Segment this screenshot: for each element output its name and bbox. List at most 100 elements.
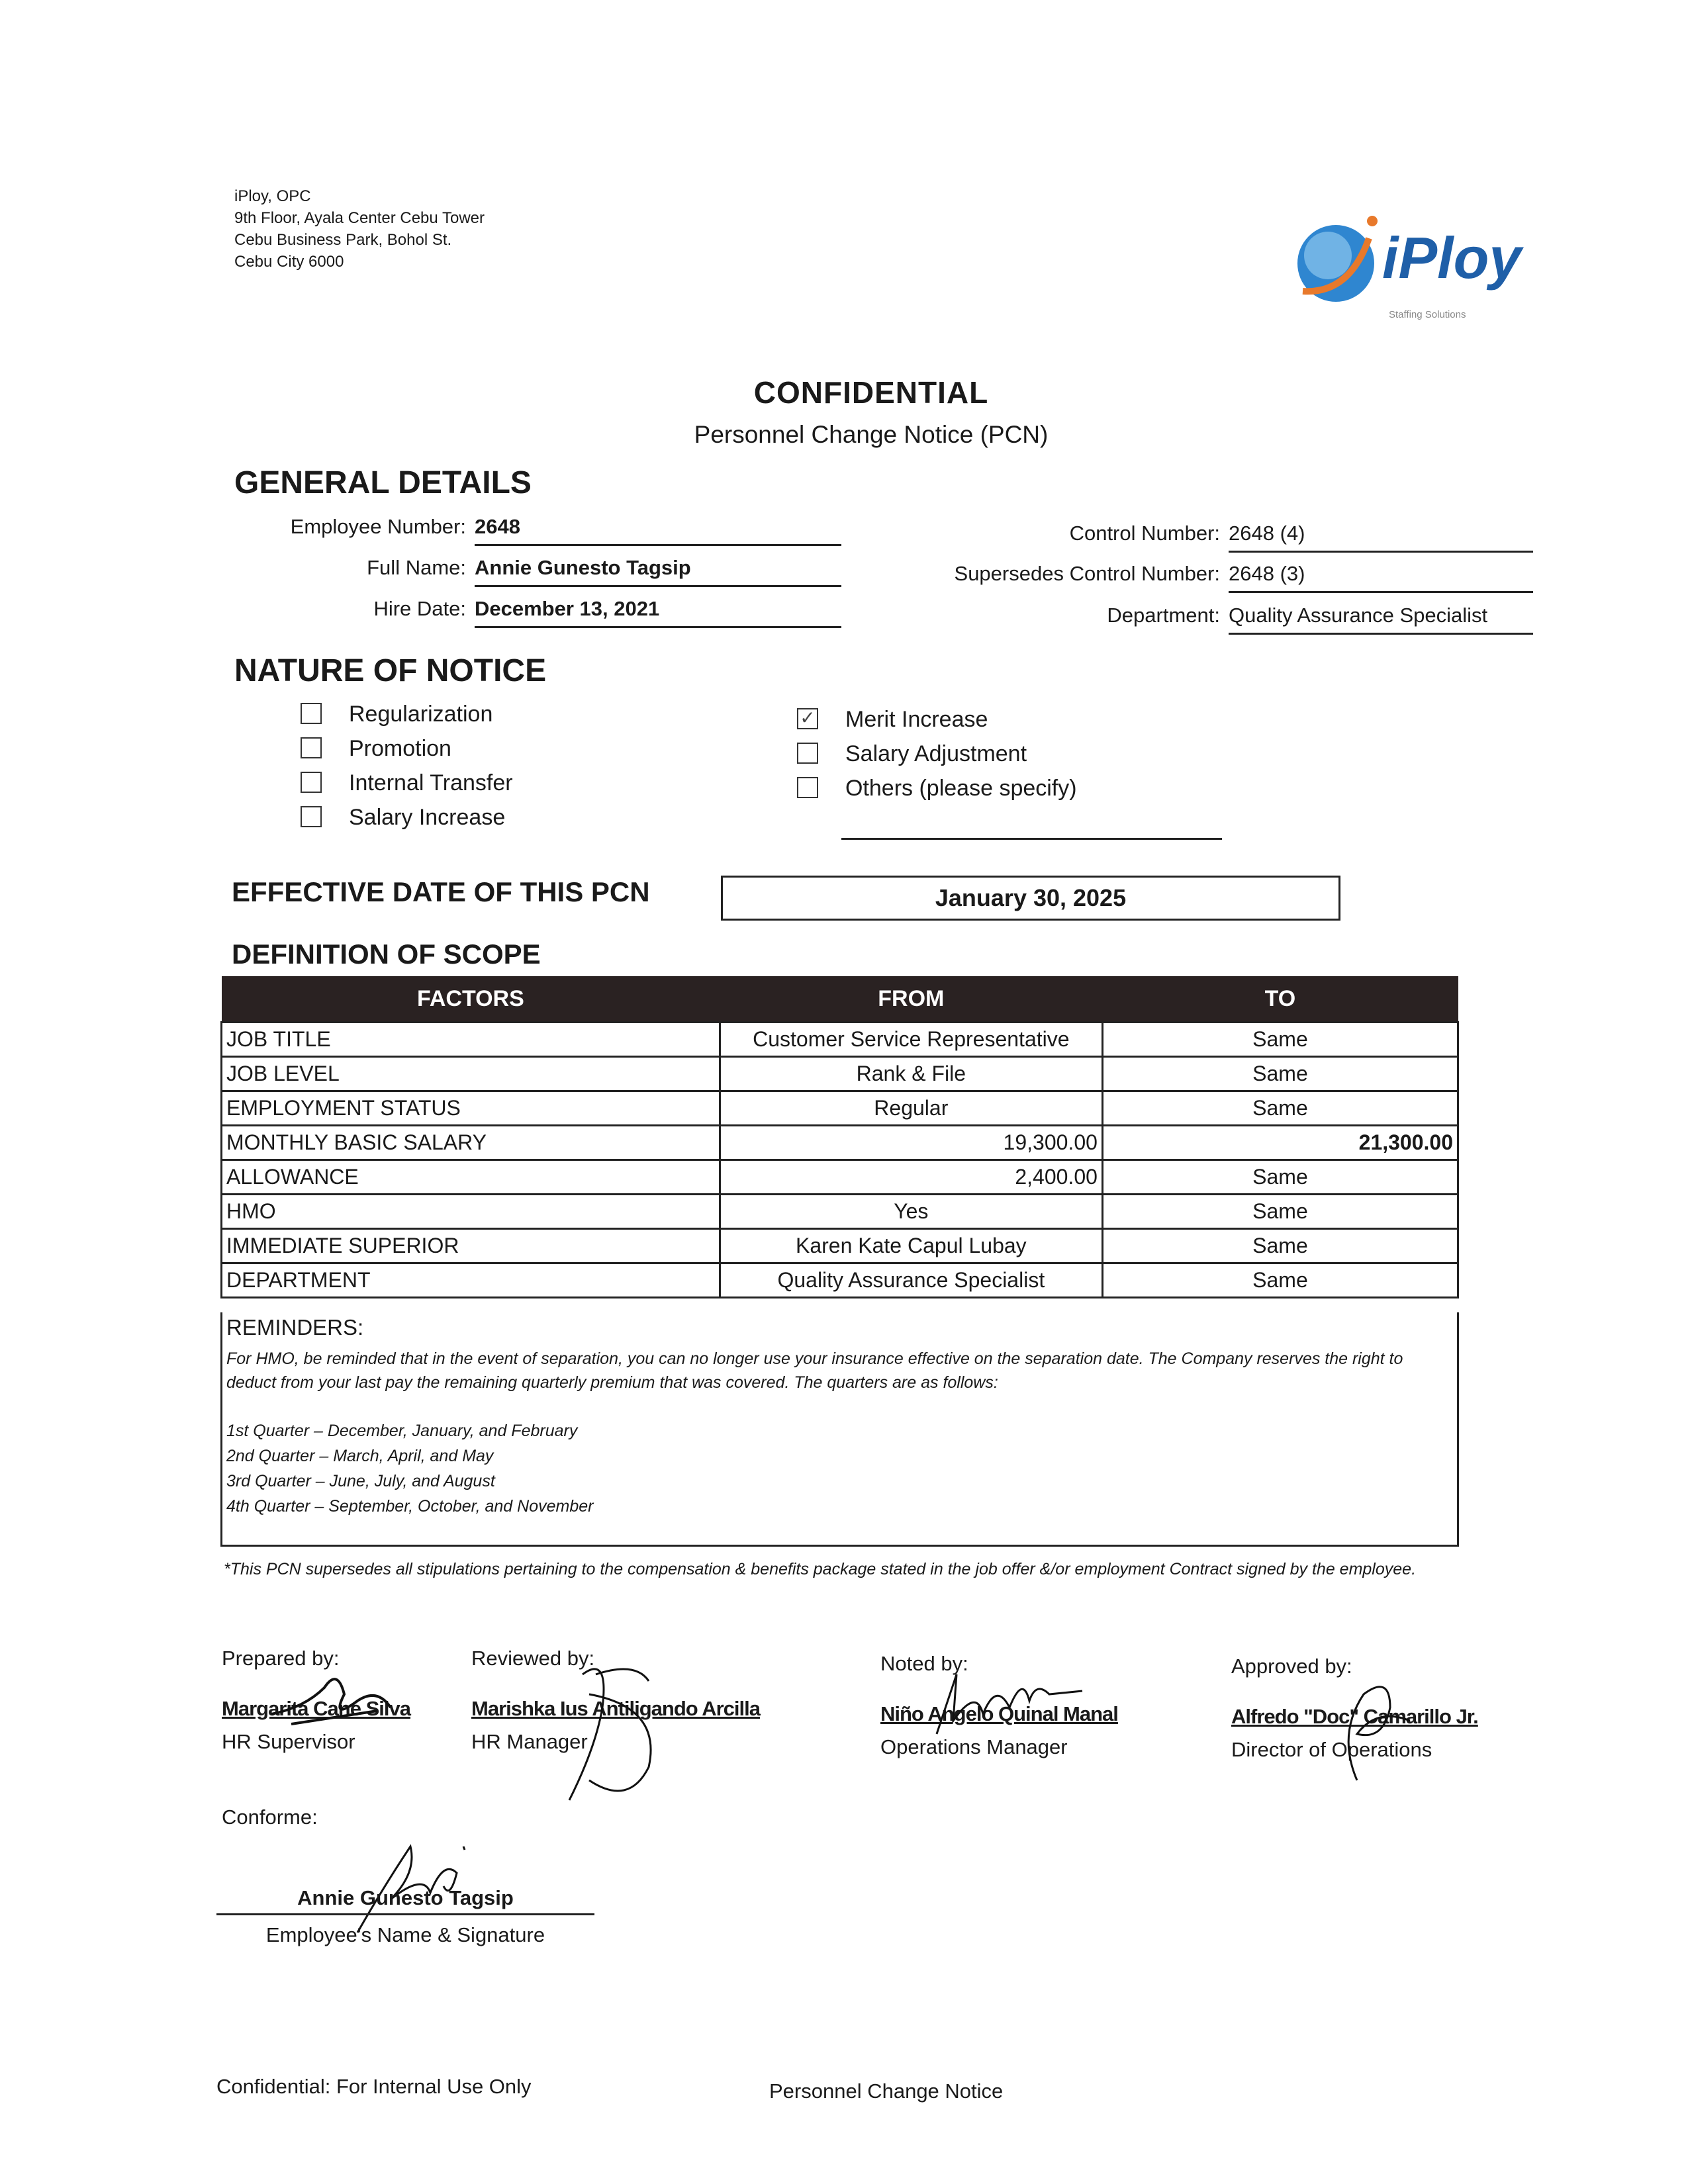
factor-cell: JOB LEVEL bbox=[220, 1056, 721, 1092]
general-details-heading: GENERAL DETAILS bbox=[234, 465, 532, 500]
document-title: CONFIDENTIAL bbox=[753, 375, 989, 410]
signatory-title: HR Manager bbox=[471, 1730, 588, 1753]
others-checkbox[interactable] bbox=[797, 777, 818, 798]
table-row: MONTHLY BASIC SALARY 19,300.00 21,300.00 bbox=[220, 1124, 1460, 1161]
control-number-value: 2648 (4) bbox=[1229, 522, 1533, 553]
table-header-row: FACTORS FROM TO bbox=[221, 976, 1458, 1023]
signatory-noted: Noted by: Niño Angelo Quinal Manal Opera… bbox=[880, 1652, 1119, 1759]
signature-image bbox=[271, 1678, 392, 1725]
from-cell: Regular bbox=[718, 1090, 1103, 1126]
others-specify-line[interactable] bbox=[841, 838, 1222, 840]
address-line: 9th Floor, Ayala Center Cebu Tower bbox=[234, 209, 485, 227]
supersedes-control-number-label: Supersedes Control Number: bbox=[954, 562, 1220, 585]
from-cell: Quality Assurance Specialist bbox=[718, 1262, 1103, 1298]
full-name-label: Full Name: bbox=[367, 556, 466, 579]
signatory-role: Prepared by: bbox=[222, 1647, 340, 1670]
signatory-title: Director of Operations bbox=[1231, 1738, 1432, 1761]
factor-cell: EMPLOYMENT STATUS bbox=[220, 1090, 721, 1126]
address-line: iPloy, OPC bbox=[234, 187, 311, 205]
employee-number-label: Employee Number: bbox=[290, 515, 466, 538]
signatory-role: Approved by: bbox=[1231, 1655, 1352, 1678]
address-line: Cebu City 6000 bbox=[234, 253, 344, 271]
hire-date-value: December 13, 2021 bbox=[475, 597, 841, 628]
from-cell: 19,300.00 bbox=[718, 1124, 1103, 1161]
check-mark-icon: ✓ bbox=[800, 707, 816, 728]
factor-cell: MONTHLY BASIC SALARY bbox=[220, 1124, 721, 1161]
from-cell: 2,400.00 bbox=[718, 1159, 1103, 1195]
quarter-item: 2nd Quarter – March, April, and May bbox=[226, 1447, 494, 1465]
factor-cell: HMO bbox=[220, 1193, 721, 1230]
signatory-name: Marishka Ius Antiligando Arcilla bbox=[471, 1697, 761, 1720]
to-cell: Same bbox=[1101, 1159, 1460, 1195]
to-cell: Same bbox=[1101, 1262, 1460, 1298]
quarter-item: 3rd Quarter – June, July, and August bbox=[226, 1472, 495, 1490]
to-cell: Same bbox=[1101, 1021, 1460, 1058]
document-subtitle: Personnel Change Notice (PCN) bbox=[694, 421, 1049, 448]
from-cell: Rank & File bbox=[718, 1056, 1103, 1092]
signatory-role: Reviewed by: bbox=[471, 1647, 595, 1670]
footer-document-name: Personnel Change Notice bbox=[769, 2079, 1004, 2103]
salary-adjustment-label: Salary Adjustment bbox=[845, 741, 1027, 766]
table-row: IMMEDIATE SUPERIOR Karen Kate Capul Lubay… bbox=[220, 1228, 1460, 1264]
logo-tagline: Staffing Solutions bbox=[1389, 309, 1466, 320]
merit-increase-checkbox[interactable]: ✓ bbox=[797, 708, 818, 729]
signature-image bbox=[935, 1674, 1083, 1735]
iploy-logo: iPloy Staffing Solutions bbox=[1289, 212, 1581, 324]
employee-number-value: 2648 bbox=[475, 515, 841, 546]
supersede-footnote: *This PCN supersedes all stipulations pe… bbox=[224, 1560, 1417, 1578]
reminders-box: REMINDERS: For HMO, be reminded that in … bbox=[220, 1312, 1459, 1547]
factor-cell: ALLOWANCE bbox=[220, 1159, 721, 1195]
footer-confidential: Confidential: For Internal Use Only bbox=[216, 2075, 532, 2098]
quarter-item: 1st Quarter – December, January, and Feb… bbox=[226, 1422, 578, 1440]
signature-image bbox=[1347, 1686, 1411, 1781]
quarter-item: 4th Quarter – September, October, and No… bbox=[226, 1497, 594, 1516]
signatory-name: Margarita Cane Silva bbox=[222, 1697, 411, 1720]
conforme-signature-line bbox=[216, 1913, 594, 1915]
to-cell: 21,300.00 bbox=[1101, 1124, 1460, 1161]
conforme-caption: Employee's Name & Signature bbox=[265, 1923, 545, 1946]
salary-increase-checkbox[interactable] bbox=[301, 806, 322, 827]
full-name-value: Annie Gunesto Tagsip bbox=[475, 556, 841, 587]
department-value: Quality Assurance Specialist bbox=[1229, 604, 1533, 635]
regularization-checkbox[interactable] bbox=[301, 703, 322, 724]
effective-date-value: January 30, 2025 bbox=[721, 876, 1340, 921]
signatory-title: Operations Manager bbox=[880, 1735, 1068, 1758]
table-row: ALLOWANCE 2,400.00 Same bbox=[220, 1159, 1460, 1195]
promotion-checkbox[interactable] bbox=[301, 737, 322, 758]
from-cell: Karen Kate Capul Lubay bbox=[718, 1228, 1103, 1264]
table-row: HMO Yes Same bbox=[220, 1193, 1460, 1230]
column-header-from: FROM bbox=[720, 976, 1103, 1023]
salary-adjustment-checkbox[interactable] bbox=[797, 743, 818, 764]
signatory-approved: Approved by: Alfredo "Doc" Camarillo Jr.… bbox=[1231, 1655, 1479, 1762]
promotion-label: Promotion bbox=[349, 736, 451, 761]
nature-of-notice-heading: NATURE OF NOTICE bbox=[234, 653, 547, 688]
signature-image bbox=[356, 1844, 466, 1933]
salary-increase-label: Salary Increase bbox=[349, 805, 506, 830]
department-label: Department: bbox=[1107, 604, 1220, 627]
table-row: JOB LEVEL Rank & File Same bbox=[220, 1056, 1460, 1092]
signature-image bbox=[568, 1668, 652, 1801]
factor-cell: DEPARTMENT bbox=[220, 1262, 721, 1298]
to-cell: Same bbox=[1101, 1056, 1460, 1092]
conforme-label: Conforme: bbox=[222, 1805, 318, 1829]
factor-cell: IMMEDIATE SUPERIOR bbox=[220, 1228, 721, 1264]
to-cell: Same bbox=[1101, 1228, 1460, 1264]
reminders-paragraph: For HMO, be reminded that in the event o… bbox=[226, 1349, 1403, 1392]
table-row: JOB TITLE Customer Service Representative… bbox=[220, 1021, 1460, 1058]
address-line: Cebu Business Park, Bohol St. bbox=[234, 231, 452, 249]
signatory-name: Niño Angelo Quinal Manal bbox=[880, 1702, 1119, 1725]
definition-of-scope-heading: DEFINITION OF SCOPE bbox=[232, 938, 541, 970]
internal-transfer-label: Internal Transfer bbox=[349, 770, 513, 796]
control-number-label: Control Number: bbox=[1069, 522, 1220, 545]
signatory-prepared: Prepared by: Margarita Cane Silva HR Sup… bbox=[222, 1647, 411, 1754]
company-address: iPloy, OPC 9th Floor, Ayala Center Cebu … bbox=[234, 185, 485, 273]
supersedes-control-number-value: 2648 (3) bbox=[1229, 562, 1533, 593]
logo-wordmark: iPloy bbox=[1382, 225, 1524, 291]
from-cell: Yes bbox=[718, 1193, 1103, 1230]
internal-transfer-checkbox[interactable] bbox=[301, 772, 322, 793]
regularization-label: Regularization bbox=[349, 702, 493, 727]
conforme-name: Annie Gunesto Tagsip bbox=[297, 1886, 514, 1909]
merit-increase-label: Merit Increase bbox=[845, 707, 988, 732]
from-cell: Customer Service Representative bbox=[718, 1021, 1103, 1058]
scope-table: FACTORS FROM TO JOB TITLE Customer Servic… bbox=[220, 976, 1460, 1298]
